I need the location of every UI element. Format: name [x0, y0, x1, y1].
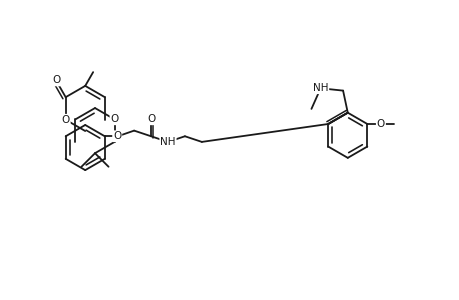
Text: O: O — [113, 131, 121, 141]
Text: NH: NH — [160, 137, 175, 147]
Text: O: O — [376, 119, 384, 129]
Text: O: O — [146, 114, 155, 124]
Text: NH: NH — [312, 83, 328, 93]
Text: O: O — [52, 76, 60, 85]
Text: O: O — [62, 115, 70, 125]
Text: O: O — [110, 114, 118, 124]
